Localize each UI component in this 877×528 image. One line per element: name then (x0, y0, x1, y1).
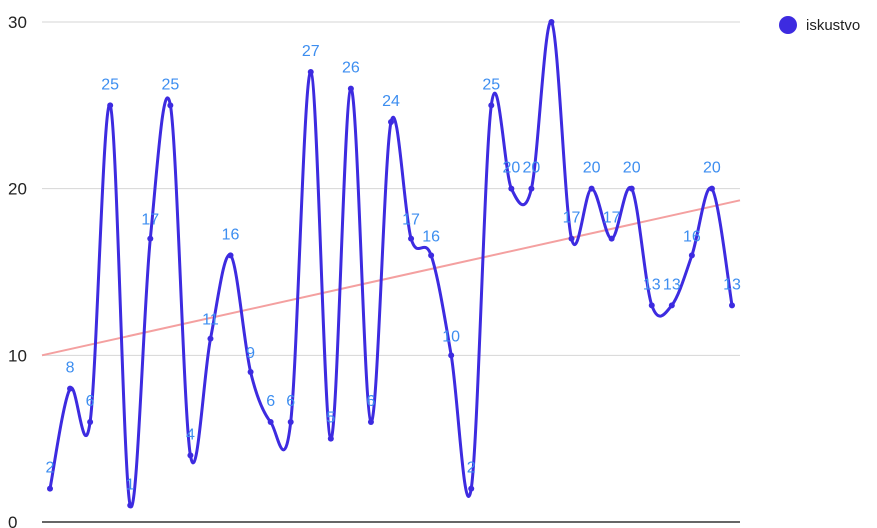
data-label: 17 (402, 212, 420, 229)
data-label: 20 (583, 160, 601, 177)
data-label: 10 (442, 328, 460, 345)
data-label: 17 (603, 210, 621, 227)
data-point[interactable] (628, 185, 635, 192)
data-label: 1 (126, 476, 135, 493)
data-label: 9 (246, 345, 255, 362)
series-layer (47, 19, 735, 509)
data-point[interactable] (708, 185, 715, 192)
trendline-layer (41, 199, 741, 357)
data-point[interactable] (187, 452, 194, 459)
data-label: 17 (563, 210, 581, 227)
data-point[interactable] (167, 102, 174, 109)
data-label: 6 (286, 393, 295, 410)
data-point[interactable] (147, 235, 154, 242)
data-label: 4 (186, 426, 195, 443)
y-tick-label: 20 (8, 180, 27, 199)
data-point[interactable] (247, 369, 254, 375)
data-label: 20 (703, 160, 721, 177)
data-label: 16 (683, 228, 701, 245)
y-tick-label: 0 (8, 513, 17, 528)
data-label: 2 (46, 460, 55, 477)
data-label: 13 (663, 276, 681, 293)
data-label: 5 (326, 410, 335, 427)
data-point[interactable] (688, 252, 695, 259)
data-point[interactable] (67, 385, 74, 392)
data-label: 25 (101, 76, 119, 93)
gridlines (42, 21, 740, 523)
data-point[interactable] (287, 419, 294, 425)
data-point[interactable] (388, 119, 394, 125)
data-point[interactable] (367, 419, 374, 425)
data-point[interactable] (568, 235, 575, 242)
data-label: 16 (422, 228, 440, 245)
data-label: 24 (382, 93, 400, 110)
data-label: 11 (202, 312, 219, 329)
data-point[interactable] (548, 19, 555, 25)
legend-marker (779, 16, 797, 34)
data-point[interactable] (227, 252, 234, 259)
data-point[interactable] (468, 485, 475, 492)
data-point[interactable] (508, 185, 515, 192)
data-point[interactable] (448, 352, 455, 359)
data-point[interactable] (668, 302, 675, 309)
data-label: 6 (266, 393, 275, 410)
legend-label: iskustvo (806, 17, 860, 34)
data-point[interactable] (327, 435, 334, 442)
y-tick-label: 30 (8, 13, 27, 32)
series-line-iskustvo (48, 20, 734, 509)
data-point[interactable] (408, 235, 415, 242)
data-label: 20 (523, 160, 541, 177)
data-point[interactable] (107, 102, 114, 109)
trendline (41, 199, 741, 357)
data-label: 25 (161, 76, 179, 93)
data-point[interactable] (347, 85, 354, 92)
data-label: 17 (141, 212, 159, 229)
data-point[interactable] (729, 302, 735, 309)
data-label: 6 (366, 393, 375, 410)
data-point[interactable] (207, 335, 214, 342)
y-tick-label: 10 (8, 346, 27, 365)
data-label: 27 (302, 43, 320, 60)
data-point[interactable] (307, 69, 314, 75)
data-point[interactable] (588, 185, 595, 192)
data-point[interactable] (47, 485, 53, 492)
data-point[interactable] (127, 502, 134, 509)
data-label: 20 (502, 160, 520, 177)
data-label: 13 (643, 276, 661, 293)
y-axis-ticks: 0 10 20 30 (8, 13, 27, 528)
data-point[interactable] (648, 302, 655, 309)
data-point[interactable] (488, 102, 495, 109)
legend[interactable]: iskustvo (779, 16, 860, 34)
data-point[interactable] (267, 419, 274, 425)
data-label: 25 (482, 76, 500, 93)
data-point[interactable] (608, 235, 615, 242)
data-point[interactable] (428, 252, 435, 259)
data-label: 26 (342, 60, 360, 77)
data-label: 8 (66, 360, 75, 377)
data-label: 2 (467, 460, 476, 477)
data-label: 16 (222, 226, 240, 243)
data-point[interactable] (87, 419, 94, 425)
data-label: 13 (723, 276, 741, 293)
data-label: 6 (86, 393, 95, 410)
data-label: 20 (623, 160, 641, 177)
data-point[interactable] (528, 185, 535, 192)
